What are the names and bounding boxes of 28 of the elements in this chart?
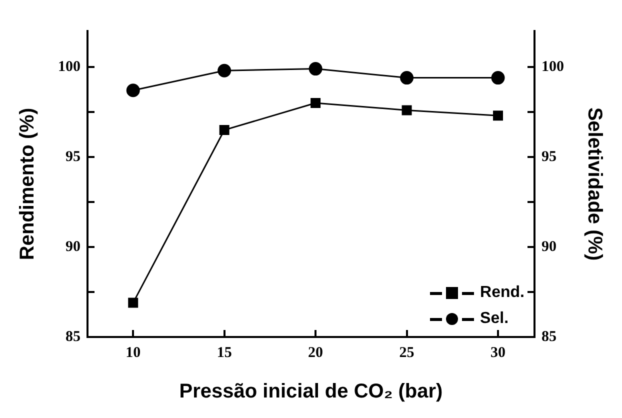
y-tick-label: 95 — [66, 148, 80, 165]
x-tick-label: 10 — [126, 344, 141, 361]
point — [400, 71, 414, 85]
x-tick-label: 15 — [216, 344, 232, 361]
x-tick-label: 20 — [308, 344, 324, 361]
x-axis-title: Pressão inicial de CO₂ (bar) — [179, 380, 443, 403]
point — [493, 110, 504, 121]
point — [219, 125, 230, 135]
point — [491, 71, 505, 85]
x-tick-label: 25 — [399, 344, 414, 361]
y-axis-title: Rendimento (%) — [16, 108, 39, 260]
point — [128, 298, 138, 308]
x-tick-label: 30 — [490, 344, 506, 361]
y-tick-label: 90 — [66, 238, 80, 255]
y2-tick-label: 90 — [542, 238, 556, 255]
point — [308, 62, 322, 76]
y-tick-label: 100 — [58, 58, 80, 75]
point — [402, 105, 412, 116]
point — [126, 84, 140, 98]
point — [218, 64, 232, 78]
legend-label: Rend. — [480, 284, 524, 302]
y2-tick-label: 85 — [542, 328, 556, 345]
legend-label: Sel. — [480, 310, 509, 328]
y2-axis-title: Seletividade (%) — [583, 107, 606, 261]
point — [310, 98, 321, 108]
y-tick-label: 85 — [66, 328, 80, 345]
y2-tick-label: 95 — [542, 148, 556, 165]
y2-tick-label: 100 — [542, 58, 564, 75]
